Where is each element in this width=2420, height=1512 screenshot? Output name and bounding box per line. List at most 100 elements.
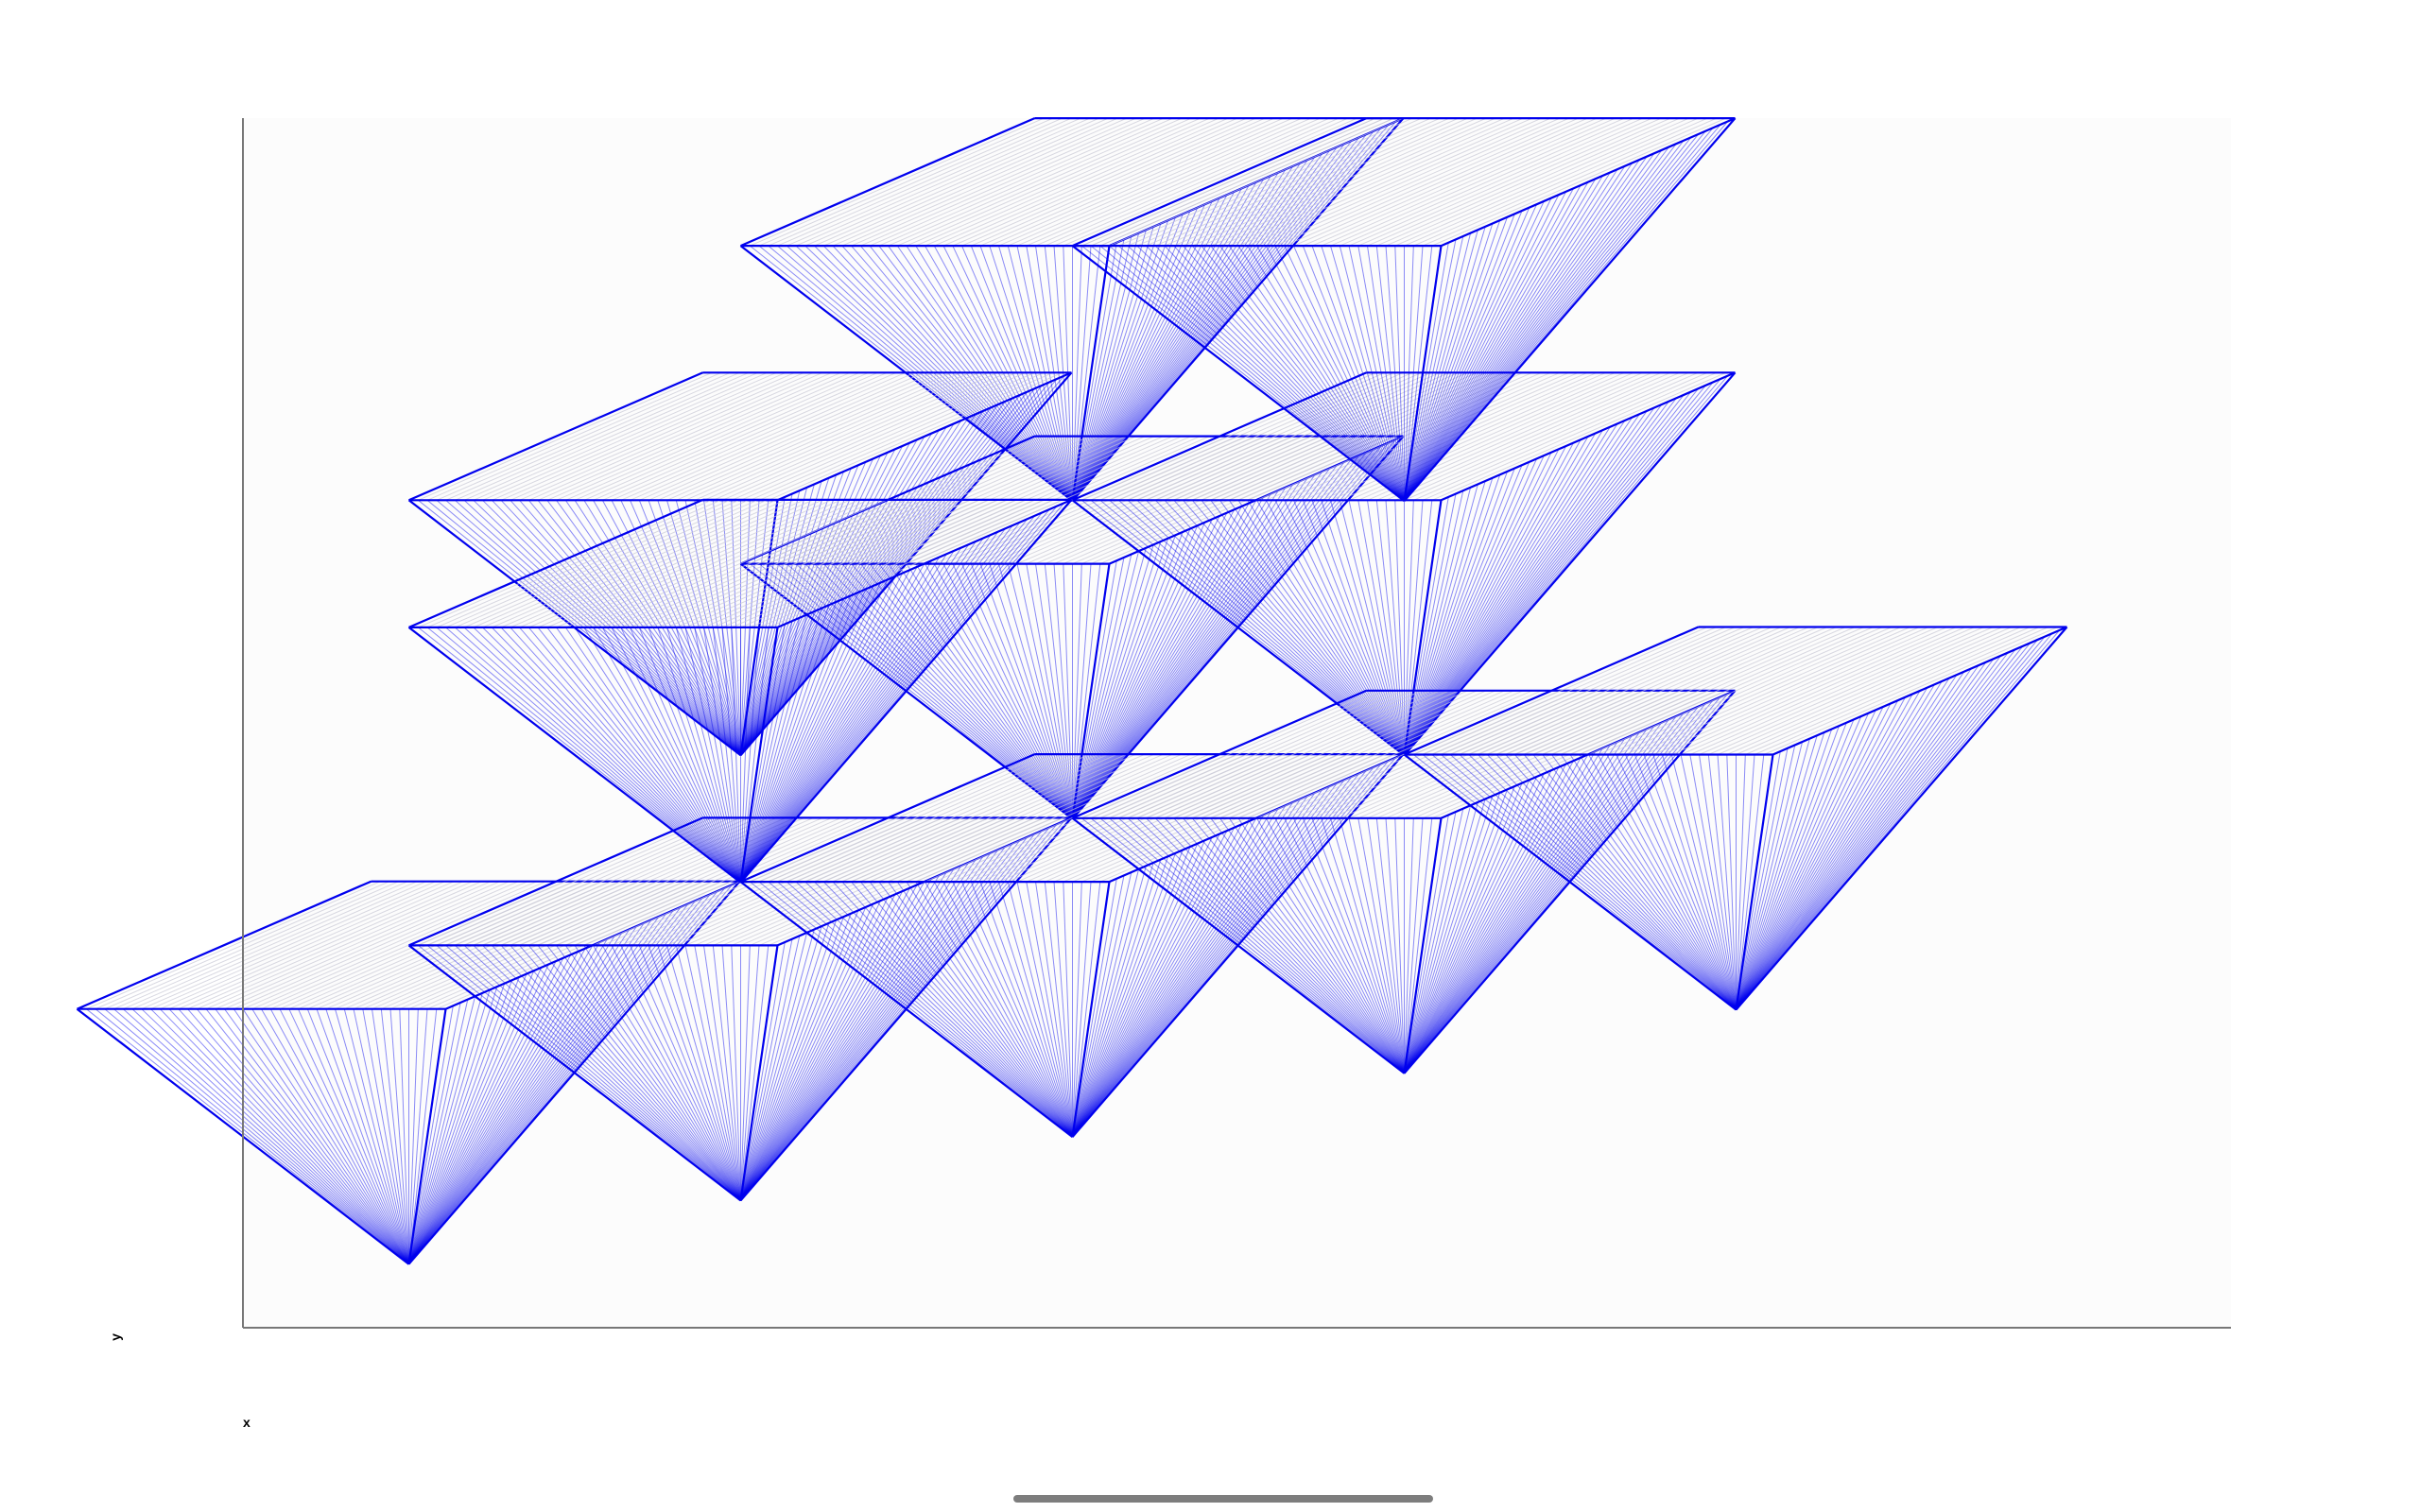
front-fan-line (620, 945, 741, 1201)
top-hatch-line (583, 499, 878, 628)
front-fan-line (822, 881, 1073, 1138)
front-fan-line (1404, 246, 1424, 502)
right-fan-line (1404, 438, 1582, 756)
top-hatch-line (1431, 117, 1726, 247)
top-hatch-line (1173, 690, 1468, 819)
right-fan-line (740, 524, 1013, 884)
right-fan-line (1736, 664, 1979, 1010)
right-fan-line (1404, 137, 1692, 502)
top-hatch-line (426, 371, 722, 501)
front-fan-line (519, 945, 741, 1201)
top-hatch-line (473, 816, 768, 946)
front-fan-line (510, 627, 741, 884)
top-hatch-line (860, 753, 1155, 883)
top-hatch-line (1237, 690, 1533, 819)
top-hatch-line (418, 499, 713, 628)
top-hatch-line (519, 499, 814, 628)
top-hatch-line (1063, 117, 1357, 247)
top-hatch-line (187, 881, 482, 1010)
front-fan-line (1117, 499, 1405, 756)
front-fan-line (556, 627, 741, 884)
top-hatch-line (1413, 117, 1708, 247)
right-fan-line (1404, 152, 1655, 502)
top-hatch-line (814, 117, 1109, 247)
top-hatch-line (684, 371, 980, 501)
front-fan-line (961, 881, 1073, 1138)
right-fan-line (1072, 541, 1162, 819)
front-fan-line (1154, 499, 1405, 756)
front-fan-line (1321, 817, 1405, 1074)
front-fan-line (942, 881, 1073, 1138)
right-fan-line (1736, 674, 1958, 1010)
top-hatch-line (1229, 117, 1524, 247)
front-fan-line (1210, 245, 1405, 502)
plot-background (244, 118, 2231, 1328)
right-fan-line (1404, 811, 1457, 1074)
right-fan-line (1404, 796, 1494, 1074)
right-fan-line (1072, 766, 1374, 1138)
top-hatch-line (1192, 117, 1487, 247)
top-hatch-line (418, 816, 713, 946)
front-fan-line (851, 881, 1073, 1138)
right-fan-line (408, 941, 601, 1264)
right-fan-line (740, 894, 896, 1201)
front-fan-line (1293, 817, 1405, 1074)
top-hatch-line (150, 881, 445, 1010)
front-fan-line (1053, 563, 1073, 819)
front-fan-line (389, 1008, 409, 1264)
pyramid-8 (1071, 689, 1737, 1074)
pyramid-edge (407, 944, 742, 1202)
front-fan-line (1256, 817, 1405, 1074)
right-fan-line (1404, 702, 1706, 1074)
front-fan-line (1736, 754, 1765, 1010)
front-fan-line (1726, 754, 1737, 1010)
top-hatch-line (989, 117, 1284, 247)
right-fan-line (1072, 859, 1162, 1138)
top-hatch-line (1284, 371, 1579, 501)
top-hatch-line (1201, 371, 1496, 501)
front-fan-line (1007, 563, 1073, 819)
right-fan-line (740, 589, 867, 884)
front-fan-line (721, 945, 741, 1201)
right-fan-line (1404, 471, 1508, 756)
front-fan-line (1284, 817, 1405, 1074)
right-fan-line (1736, 690, 1921, 1010)
right-fan-line (1072, 862, 1154, 1138)
top-hatch-line (1625, 627, 1920, 755)
top-hatch-line (1340, 371, 1634, 501)
top-hatch-line (123, 881, 418, 1010)
top-hatch-line (528, 371, 823, 501)
top-hatch-line (1183, 690, 1478, 819)
top-hatch-line (528, 816, 823, 946)
home-indicator[interactable] (1013, 1495, 1433, 1503)
right-fan-line (1404, 127, 1714, 502)
top-hatch-line (869, 117, 1165, 247)
right-fan-line (408, 992, 483, 1264)
right-fan-line (408, 964, 549, 1264)
front-fan-line (1099, 499, 1405, 756)
top-hatch-line (648, 371, 943, 501)
right-fan-line (1404, 792, 1501, 1074)
top-hatch-line (1183, 371, 1478, 501)
top-hatch-line (1413, 371, 1708, 501)
pyramid-edge (777, 498, 1072, 628)
right-fan-line (1072, 242, 1117, 502)
right-fan-line (1736, 662, 1987, 1010)
front-fan-line (1404, 817, 1433, 1074)
front-fan-line (1330, 500, 1405, 756)
top-hatch-line (1671, 627, 1966, 755)
right-fan-line (1072, 524, 1199, 819)
top-hatch-line (436, 371, 731, 501)
front-fan-line (1247, 245, 1405, 502)
front-fan-line (740, 627, 751, 883)
front-fan-line (925, 881, 1073, 1138)
front-fan-line (1375, 246, 1405, 502)
top-hatch-line (500, 499, 796, 628)
top-hatch-line (1431, 371, 1726, 501)
front-fan-line (1459, 754, 1737, 1010)
top-hatch-line (666, 371, 961, 501)
right-fan-line (1072, 200, 1213, 502)
right-fan-line (1072, 814, 1265, 1138)
pyramid-edge (739, 627, 779, 884)
right-fan-line (1404, 385, 1706, 756)
